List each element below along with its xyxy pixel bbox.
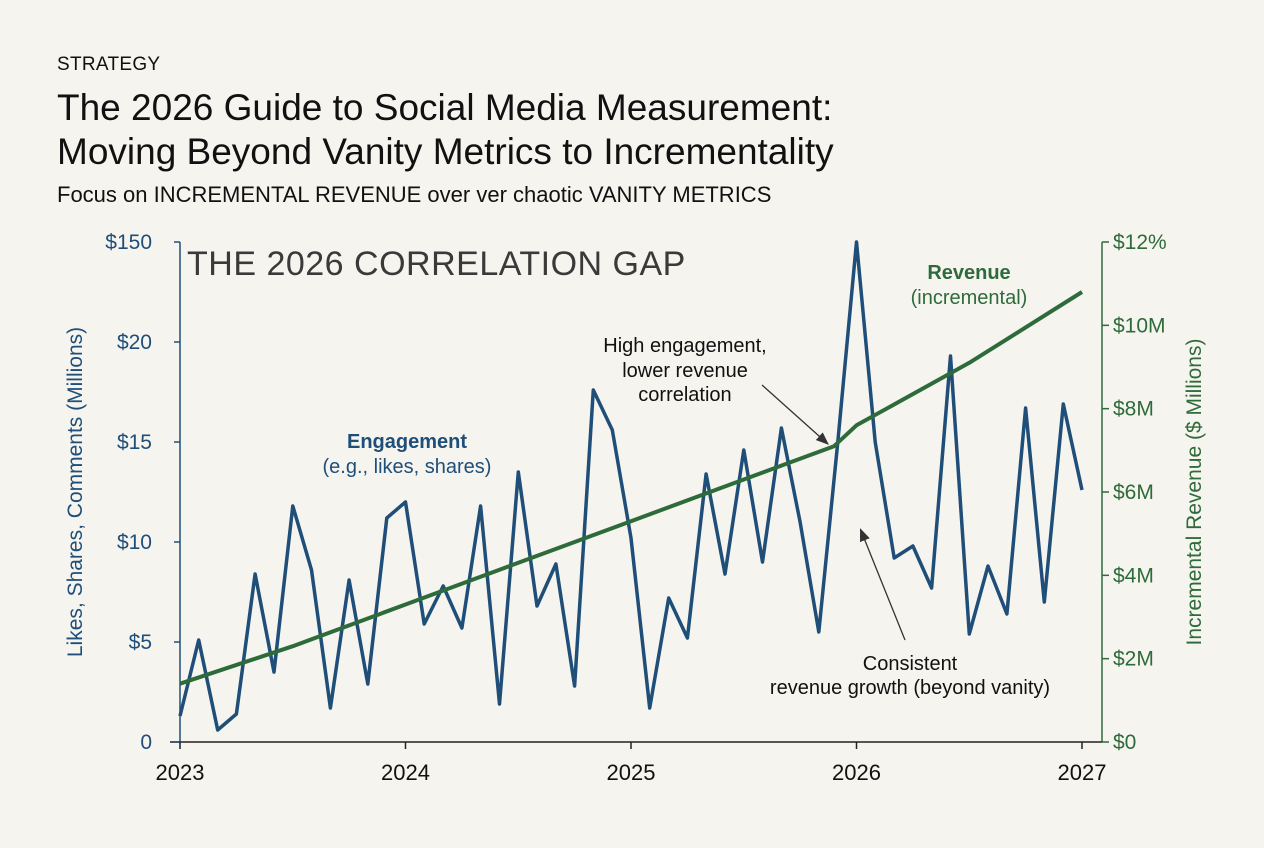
annotation-correlation-text: lower revenue [622, 360, 748, 382]
y-right-tick-label: $10M [1113, 314, 1166, 337]
revenue-series-label: Revenue [927, 262, 1010, 284]
y-right-axis-title: Incremental Revenue ($ Millions) [1183, 339, 1206, 646]
y-left-axis-title: Likes, Shares, Comments (Millions) [64, 327, 87, 657]
y-left-tick-label: $10 [117, 531, 152, 554]
annotation-revenue-growth-text: revenue growth (beyond vanity) [770, 677, 1050, 699]
y-right-tick-label: $0 [1113, 731, 1136, 754]
y-left-tick-label: $150 [105, 231, 152, 254]
y-left-tick-label: $20 [117, 331, 152, 354]
x-tick-label: 2023 [156, 760, 205, 785]
x-tick-label: 2025 [607, 760, 656, 785]
x-tick-label: 2027 [1058, 760, 1107, 785]
y-left-tick-label: 0 [140, 731, 152, 754]
y-right-tick-label: $12% [1113, 231, 1167, 254]
page-title: The 2026 Guide to Social Media Measureme… [57, 86, 1057, 174]
annotation-correlation-arrow [761, 384, 829, 445]
x-tick-label: 2024 [381, 760, 430, 785]
title-line-1: The 2026 Guide to Social Media Measureme… [57, 87, 833, 128]
chart-title: THE 2026 CORRELATION GAP [187, 245, 686, 283]
y-right-tick-label: $4M [1113, 564, 1154, 587]
engagement-series-line [178, 240, 1084, 732]
annotation-revenue-growth-arrow [859, 528, 906, 641]
revenue-series-line [179, 290, 1084, 686]
page-subtitle: Focus on INCREMENTAL REVENUE over ver ch… [57, 182, 772, 207]
y-right-tick-label: $6M [1113, 481, 1154, 504]
title-line-2: Moving Beyond Vanity Metrics to Incremen… [57, 131, 834, 172]
engagement-series-label: Engagement [347, 431, 467, 453]
y-right-tick-label: $8M [1113, 398, 1154, 421]
y-right-tick-label: $2M [1113, 648, 1154, 671]
y-left-tick-label: $5 [129, 631, 152, 654]
engagement-series-sublabel: (e.g., likes, shares) [323, 456, 492, 478]
x-tick-label: 2026 [832, 760, 881, 785]
annotation-correlation-text: correlation [638, 384, 731, 406]
annotation-revenue-growth-text: Consistent [863, 653, 958, 675]
kicker-label: STRATEGY [57, 54, 161, 75]
revenue-series-sublabel: (incremental) [911, 287, 1028, 309]
y-left-tick-label: $15 [117, 431, 152, 454]
annotation-correlation-text: High engagement, [603, 335, 766, 357]
